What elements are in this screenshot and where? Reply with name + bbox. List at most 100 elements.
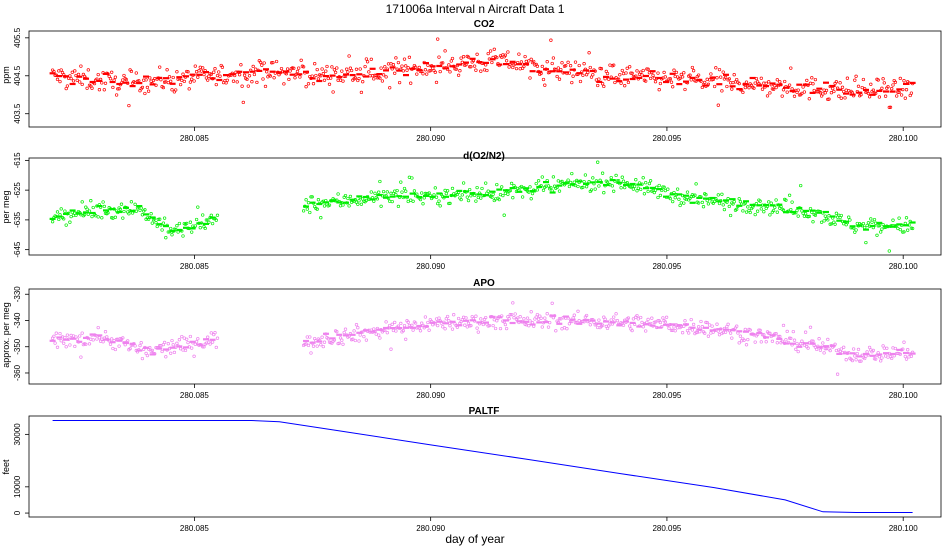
data-point-co2-468	[626, 80, 631, 85]
data-point-apo-507	[759, 340, 763, 344]
data-point-apo-605	[880, 356, 884, 360]
data-point-do2n2-338	[551, 175, 556, 179]
data-point-apo-309	[516, 316, 520, 320]
data-point-apo-445	[683, 319, 687, 323]
data-point-co2-170	[260, 63, 264, 67]
data-point-co2-538	[712, 84, 717, 89]
data-point-do2n2-149	[319, 216, 323, 220]
data-point-co2-132	[213, 67, 217, 71]
y-tick-label-paltf-0: 0	[13, 510, 22, 515]
data-point-co2-121	[199, 69, 204, 73]
data-point-apo-257	[452, 313, 456, 317]
data-point-do2n2-433	[668, 196, 672, 201]
data-point-apo-525	[781, 323, 786, 328]
data-point-do2n2-214	[399, 180, 403, 184]
data-point-apo-117	[194, 340, 199, 344]
data-point-do2n2-112	[188, 220, 193, 224]
data-point-co2-235	[340, 69, 344, 73]
data-point-co2-680	[887, 105, 891, 110]
data-point-do2n2-437	[673, 196, 677, 200]
y-tick-label-apo-0: -330	[13, 286, 22, 303]
data-point-apo-451	[690, 328, 695, 332]
panel-apo: APO approx. per meg 280.085 280.090 280.09…	[1, 278, 942, 400]
data-point-co2-287	[404, 64, 408, 68]
data-point-apo-41	[101, 340, 105, 344]
data-point-co2-667	[871, 88, 875, 92]
data-point-do2n2-372	[593, 187, 597, 191]
data-point-apo-4	[55, 345, 60, 349]
data-point-apo-558	[822, 351, 826, 355]
data-point-apo-609	[885, 346, 889, 350]
data-point-co2-247	[354, 67, 359, 71]
data-point-apo-387	[612, 315, 616, 319]
data-point-do2n2-85	[155, 224, 159, 229]
data-point-do2n2-124	[203, 226, 207, 231]
data-point-co2-113	[190, 77, 194, 81]
data-point-co2-406	[550, 61, 554, 66]
data-point-do2n2-370	[591, 176, 595, 180]
data-point-co2-239	[345, 67, 349, 71]
data-point-do2n2-37	[96, 215, 100, 219]
data-point-apo-152	[322, 340, 327, 344]
data-point-co2-523	[694, 79, 698, 83]
data-point-apo-256	[450, 327, 455, 331]
data-point-do2n2-396	[623, 185, 627, 190]
y-tick-label-co2-1: 404.5	[13, 65, 22, 86]
data-point-co2-100	[174, 88, 178, 92]
data-point-co2-484	[646, 67, 650, 71]
data-point-do2n2-597	[870, 220, 874, 224]
data-point-co2-312	[434, 80, 439, 85]
data-point-apo-89	[160, 349, 164, 354]
data-point-do2n2-517	[771, 208, 776, 213]
data-point-co2-317	[441, 61, 445, 65]
data-point-apo-214	[399, 321, 403, 326]
data-point-co2-95	[167, 75, 172, 79]
data-point-do2n2-89	[160, 228, 164, 232]
data-point-do2n2-584	[854, 228, 858, 232]
data-point-apo-109	[185, 337, 189, 341]
data-point-apo-97	[170, 338, 174, 343]
x-tick-label-do2n2-3: 280.100	[889, 262, 918, 271]
y-tick-label-apo-3: -360	[13, 364, 22, 381]
data-point-co2-582	[767, 80, 771, 84]
data-point-apo-333	[545, 312, 549, 316]
data-point-do2n2-0	[50, 220, 55, 224]
data-point-do2n2-223	[410, 176, 414, 180]
data-point-apo-73	[140, 356, 145, 361]
data-point-co2-671	[876, 78, 880, 82]
series-line-paltf	[52, 420, 913, 513]
data-point-co2-178	[269, 61, 274, 65]
plot-frame-paltf	[28, 415, 942, 518]
data-point-apo-130	[210, 340, 215, 344]
data-point-co2-457	[613, 80, 617, 85]
data-point-co2-675	[881, 77, 885, 81]
panel-title-paltf: PALTF	[469, 406, 500, 417]
data-point-co2-200	[297, 66, 301, 70]
data-point-co2-583	[768, 91, 772, 95]
data-point-co2-101	[175, 70, 179, 74]
data-point-co2-379	[517, 52, 521, 56]
data-point-co2-348	[479, 69, 483, 73]
data-point-co2-223	[325, 64, 329, 69]
data-point-co2-281	[396, 60, 401, 65]
data-point-co2-672	[877, 95, 882, 99]
data-point-co2-525	[696, 73, 701, 77]
data-point-apo-415	[646, 317, 650, 322]
data-point-do2n2-224	[411, 199, 415, 203]
data-point-do2n2-428	[662, 185, 666, 189]
data-point-co2-227	[330, 65, 334, 69]
data-point-apo-494	[743, 327, 747, 332]
y-label-apo: approx. per meg	[1, 302, 11, 368]
data-point-co2-96	[169, 79, 173, 83]
data-point-co2-251	[359, 90, 364, 95]
data-point-apo-103	[177, 338, 182, 342]
data-point-do2n2-329	[540, 175, 544, 179]
data-point-apo-67	[133, 344, 137, 348]
data-point-do2n2-294	[497, 197, 501, 202]
data-point-apo-275	[474, 314, 478, 318]
x-tick-label-co2-2: 280.095	[652, 134, 681, 143]
data-point-co2-480	[641, 68, 645, 73]
data-point-co2-23	[79, 64, 83, 68]
data-point-apo-487	[735, 324, 739, 328]
